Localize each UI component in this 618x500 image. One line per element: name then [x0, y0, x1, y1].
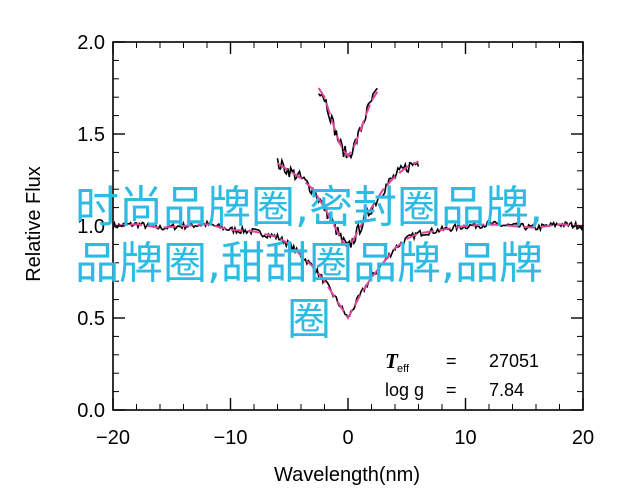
watermark-overlay-text: 时尚品牌圈,密封圈品牌,品牌圈,甜甜圈品牌,品牌圈	[75, 182, 543, 345]
x-tick-label: 0	[342, 427, 353, 449]
x-tick-label: −10	[214, 427, 248, 449]
logg-equals: =	[446, 380, 457, 400]
model-fit-line	[317, 87, 379, 158]
observed-spectrum-line	[317, 87, 378, 160]
x-tick-label: −20	[96, 427, 130, 449]
y-tick-label: 1.5	[77, 124, 105, 146]
x-axis-label: Wavelength(nm)	[274, 464, 420, 486]
logg-value: 7.84	[489, 380, 524, 400]
y-tick-label: 0.0	[77, 400, 105, 422]
x-tick-label: 20	[572, 427, 594, 449]
plot-area	[112, 87, 584, 320]
y-tick-label: 0.5	[77, 308, 105, 330]
parameter-annotation: T eff = 27051 log g = 7.84	[385, 349, 539, 400]
y-axis-label: Relative Flux	[23, 166, 45, 282]
y-tick-label: 1.0	[77, 216, 105, 238]
model-fit-line	[112, 223, 584, 320]
y-tick-label: 2.0	[77, 32, 105, 54]
model-fit-line	[276, 160, 419, 250]
teff-subscript: eff	[397, 363, 410, 375]
axes: −20 −10 0 10 20 0.0 0.5 1.0 1.5 2.0	[77, 32, 594, 449]
logg-label: log g	[385, 380, 424, 400]
teff-value: 27051	[489, 351, 539, 371]
teff-equals: =	[446, 351, 457, 371]
x-tick-label: 10	[454, 427, 476, 449]
teff-symbol: T	[385, 349, 399, 373]
